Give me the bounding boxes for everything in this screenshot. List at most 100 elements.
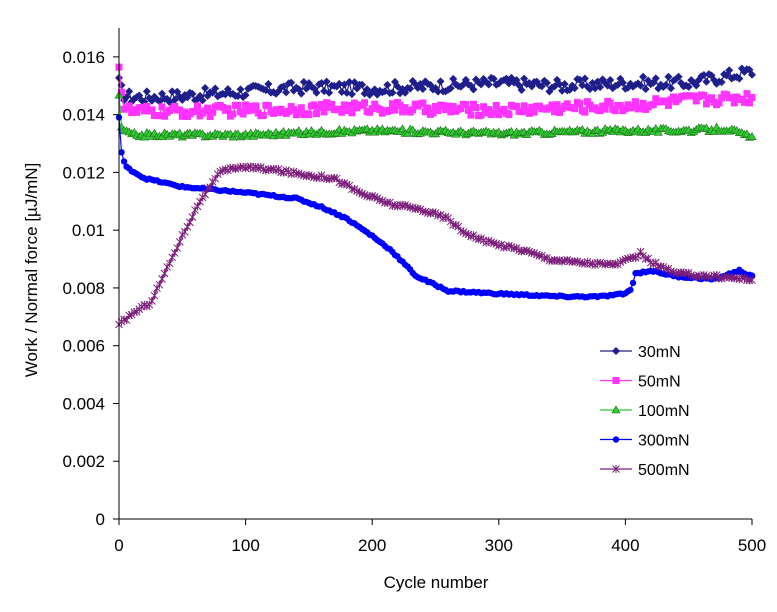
data-point (611, 107, 619, 115)
x-tick-label: 100 (231, 536, 259, 555)
data-point (358, 80, 367, 89)
data-point (542, 78, 551, 87)
y-tick-label: 0.012 (62, 163, 105, 182)
data-point (618, 78, 627, 87)
data-point (204, 104, 212, 112)
data-point (252, 102, 260, 110)
legend-marker (612, 465, 620, 473)
y-tick-label: 0.006 (62, 337, 105, 356)
y-tick-label: 0.016 (62, 48, 105, 67)
data-point (571, 105, 579, 113)
data-point (641, 85, 650, 94)
legend-item: 30mN (600, 344, 681, 361)
data-point (322, 77, 331, 86)
data-point (140, 107, 148, 115)
y-ticks: 0 0.002 0.004 0.006 0.008 0.01 0.012 0.014 0.016 (62, 48, 119, 529)
series-300mN (115, 114, 756, 301)
data-point (406, 84, 415, 93)
data-point (279, 82, 288, 91)
data-point (170, 96, 179, 105)
legend-marker (612, 347, 620, 355)
y-tick-label: 0.002 (62, 452, 105, 471)
data-point (748, 276, 756, 285)
data-point (133, 108, 141, 116)
data-point (576, 100, 584, 108)
data-point (142, 87, 151, 96)
data-point (337, 88, 346, 97)
data-point (188, 89, 197, 98)
data-point (399, 108, 407, 116)
data-point (312, 110, 320, 118)
legend-label: 30mN (638, 344, 681, 361)
data-point (730, 99, 738, 107)
data-point (492, 101, 500, 109)
data-point (745, 99, 753, 107)
data-point (259, 111, 267, 119)
data-point (457, 104, 465, 112)
legend-item: 50mN (600, 374, 681, 391)
data-point (150, 291, 159, 300)
data-point (469, 85, 478, 94)
data-point (439, 101, 447, 109)
data-point (735, 74, 744, 83)
data-point (343, 107, 351, 115)
legend-item: 500mN (600, 462, 690, 479)
data-point (717, 78, 726, 87)
data-point (548, 101, 556, 109)
data-point (472, 104, 480, 112)
data-point (201, 83, 210, 92)
data-point (239, 110, 247, 118)
data-point (241, 91, 250, 100)
data-point (345, 77, 354, 86)
data-point (224, 105, 232, 113)
data-point (310, 101, 318, 109)
data-point (639, 99, 647, 107)
data-point (692, 81, 701, 90)
data-point (125, 102, 133, 110)
data-point (178, 112, 186, 120)
series-500mN (115, 162, 756, 329)
data-point (361, 99, 369, 107)
data-point (424, 104, 432, 112)
data-point (188, 213, 197, 222)
data-point (269, 109, 277, 117)
data-point (206, 113, 214, 121)
data-point (418, 85, 427, 94)
data-point (449, 103, 457, 111)
data-point (702, 77, 711, 86)
data-point (320, 108, 328, 116)
data-point (606, 76, 615, 85)
data-point (570, 84, 579, 93)
data-point (621, 105, 629, 113)
data-point (143, 102, 151, 110)
data-point (338, 108, 346, 116)
data-point (748, 70, 756, 79)
data-point (661, 80, 670, 89)
data-point (629, 103, 637, 111)
data-point (421, 108, 429, 116)
data-point (477, 111, 485, 119)
data-point (388, 100, 396, 108)
legend-label: 300mN (638, 433, 690, 450)
data-point (120, 158, 128, 165)
data-point (193, 102, 201, 110)
data-point (181, 108, 189, 116)
data-point (662, 97, 670, 105)
data-point (715, 99, 723, 107)
y-tick-label: 0.008 (62, 279, 105, 298)
data-point (670, 93, 678, 101)
data-point (707, 94, 715, 102)
data-point (464, 106, 472, 114)
data-point (560, 80, 569, 89)
data-point (517, 85, 526, 94)
x-axis-title: Cycle number (384, 573, 489, 592)
data-point (674, 72, 683, 81)
data-point (244, 107, 252, 115)
data-point (371, 100, 379, 108)
data-point (125, 87, 134, 96)
data-point (282, 88, 291, 97)
legend: 30mN 50mN 100mN 300mN 500mN (600, 344, 690, 479)
data-point (528, 103, 536, 111)
data-point (596, 107, 604, 115)
